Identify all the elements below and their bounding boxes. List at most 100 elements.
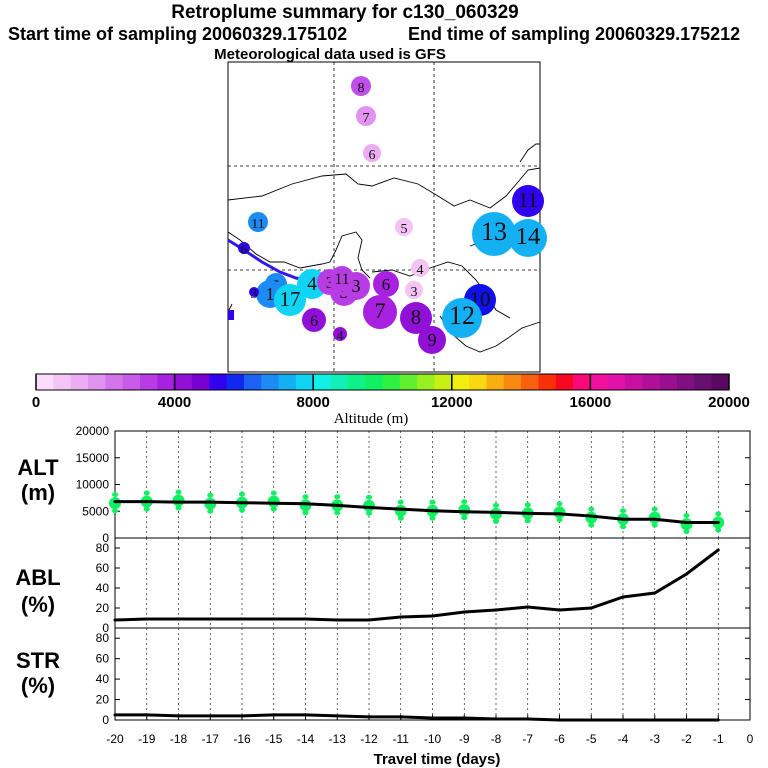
colorbar-label: Altitude (m) <box>334 411 409 427</box>
map-marker-label: 5 <box>401 222 408 237</box>
series-point <box>240 501 244 505</box>
altitude-spread-dot <box>588 522 595 528</box>
x-tick-label: -1 <box>713 732 724 746</box>
series-point <box>462 610 466 614</box>
altitude-spread-dot <box>556 517 563 523</box>
map-marker-dot <box>238 242 250 254</box>
colorbar-swatch <box>313 374 332 390</box>
colorbar-swatch <box>573 374 591 390</box>
altitude-spread-dot <box>680 518 693 531</box>
map-panel: 876543111113141012511743331166789436 <box>227 61 547 373</box>
colorbar-swatch <box>521 374 539 390</box>
altitude-spread-dot <box>683 529 690 535</box>
x-tick-label: -4 <box>618 732 629 746</box>
map-marker-label: 11 <box>251 217 264 232</box>
altitude-spread-dot <box>334 494 341 500</box>
map-marker-dot <box>351 76 371 96</box>
series-point <box>621 595 625 599</box>
x-tick-label: -16 <box>233 732 251 746</box>
map-marker-dot <box>472 212 516 256</box>
x-tick-label: -19 <box>138 732 156 746</box>
coastline <box>227 167 541 209</box>
end-time-label: End time of sampling 20060329.175212 <box>408 24 741 44</box>
series-point <box>367 618 371 622</box>
series-point <box>653 517 657 521</box>
coastline <box>227 231 371 279</box>
series-line <box>115 713 719 722</box>
marker-group: 876543111113141012511743331166789436 <box>238 76 547 354</box>
series-point <box>145 617 149 621</box>
altitude-spread-dot <box>366 510 372 516</box>
altitude-spread-dot <box>397 515 404 521</box>
colorbar-swatch <box>625 374 643 390</box>
y-tick-label: 40 <box>96 581 110 595</box>
y-tick-label: 80 <box>96 541 110 555</box>
y-tick-label: 80 <box>96 631 110 645</box>
map-marker-label: 7 <box>374 298 385 323</box>
series-point <box>113 500 117 504</box>
altitude-spread-dot <box>109 497 121 510</box>
map-marker-label: 9 <box>427 330 436 350</box>
altitude-spread-dot <box>239 507 245 513</box>
colorbar-tick-label: 0 <box>32 394 40 411</box>
x-axis-label: Travel time (days) <box>374 751 501 768</box>
map-marker-label: 8 <box>411 306 421 329</box>
series-point <box>208 500 212 504</box>
series-point <box>272 501 276 505</box>
coastline <box>519 143 540 163</box>
series-point <box>494 608 498 612</box>
x-tick-label: -20 <box>106 732 124 746</box>
colorbar-swatch <box>209 374 228 390</box>
series-point <box>177 617 180 621</box>
colorbar-swatch <box>70 374 89 390</box>
colorbar-swatch <box>607 374 626 390</box>
map-marker-label: 6 <box>310 313 318 330</box>
altitude-spread-dot <box>366 494 372 500</box>
colorbar-swatch <box>139 374 158 390</box>
altitude-spread-dot <box>461 515 468 521</box>
map-marker-label: 6 <box>369 148 376 163</box>
series-point <box>685 572 688 576</box>
altitude-spread-dot <box>172 494 185 507</box>
y-tick-label: 40 <box>96 672 110 686</box>
x-tick-label: -13 <box>329 732 347 746</box>
altitude-spread-dot <box>270 506 277 512</box>
map-marker-dot <box>512 185 544 217</box>
x-tick-label: -5 <box>586 732 597 746</box>
altitude-spread-dot <box>239 491 245 497</box>
map-marker-dot <box>333 327 347 341</box>
colorbar-swatch <box>157 374 176 390</box>
x-tick-label: -3 <box>649 732 660 746</box>
y-tick-label: 0 <box>102 531 109 545</box>
colorbar-swatch <box>469 374 487 390</box>
colorbar-swatch <box>330 374 349 390</box>
map-marker-label: 14 <box>516 223 541 250</box>
altitude-spread-dot <box>651 506 658 512</box>
altitude-spread-dot <box>397 499 404 505</box>
altitude-spread-dot <box>302 510 309 516</box>
y-tick-label: 10000 <box>76 478 110 492</box>
series-point <box>716 520 720 524</box>
map-marker-label: 6 <box>241 243 248 258</box>
series-point <box>335 503 339 507</box>
colorbar-swatch <box>36 374 54 390</box>
colorbar-swatch <box>677 374 695 390</box>
map-marker-dot <box>395 218 413 236</box>
colorbar-swatch <box>191 374 210 390</box>
map-marker-dot <box>442 298 482 338</box>
altitude-spread-dot <box>270 490 277 496</box>
colorbar-swatch <box>642 374 661 390</box>
altitude-spread-dot <box>175 489 182 495</box>
map-marker-dot <box>373 271 399 297</box>
panel-label-unit: (%) <box>21 673 55 698</box>
series-point <box>304 713 307 717</box>
series-point <box>272 713 276 717</box>
map-marker-label: 11 <box>518 189 538 212</box>
map-marker-dot <box>363 295 397 329</box>
x-tick-label: -6 <box>554 732 565 746</box>
series-point <box>685 520 688 524</box>
colorbar-swatch <box>226 374 245 390</box>
series-point <box>399 615 403 619</box>
y-tick-label: 5000 <box>82 504 109 518</box>
altitude-spread-dot <box>112 492 118 498</box>
